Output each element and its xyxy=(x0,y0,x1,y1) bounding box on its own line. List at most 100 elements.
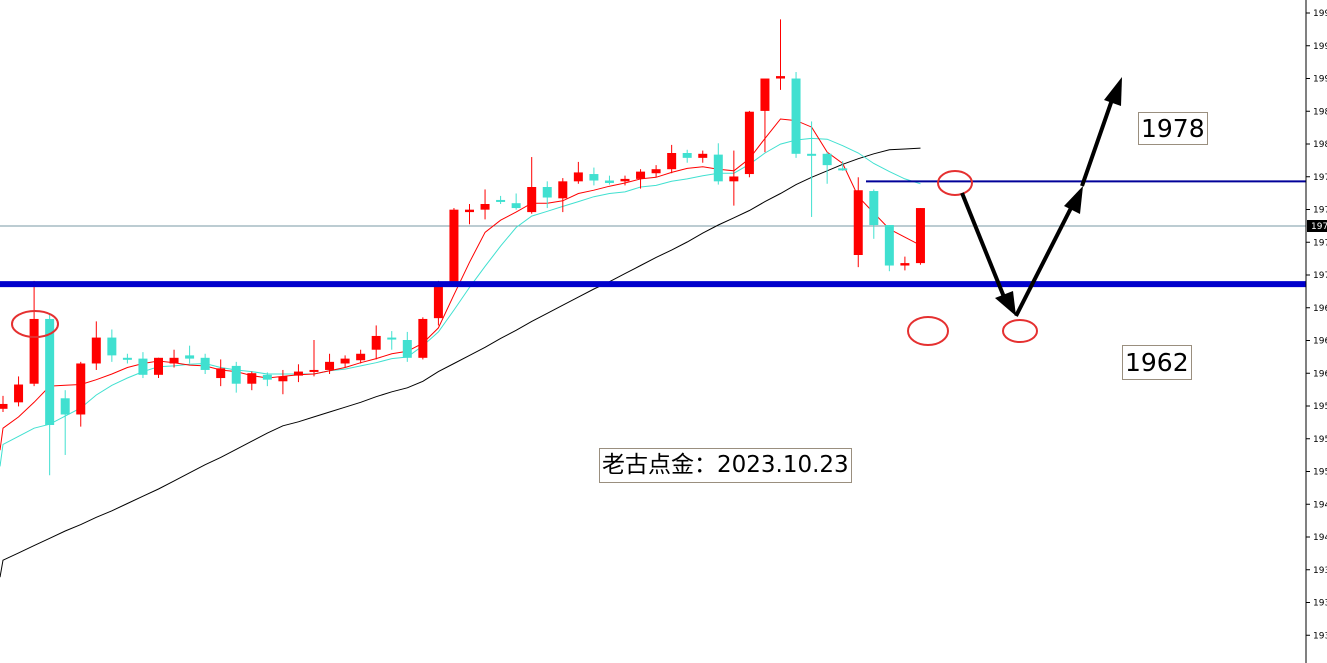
candle-body xyxy=(262,374,272,380)
candle-body xyxy=(0,403,8,409)
candle-body xyxy=(869,191,879,226)
candle-body xyxy=(371,335,381,350)
candle-body xyxy=(231,365,241,384)
candle-body xyxy=(449,209,459,284)
watermark-label: 老古点金：2023.10.23 xyxy=(599,448,852,483)
marker-ellipse xyxy=(1002,319,1038,343)
candle-body xyxy=(760,78,770,111)
candle-body xyxy=(791,78,801,154)
candle-body xyxy=(667,153,677,170)
y-tick-label: 197 xyxy=(1313,173,1327,183)
candle-body xyxy=(729,176,739,182)
candle-body xyxy=(29,318,39,384)
y-axis: 199 199 199 198 198 197 197 197 197 196 196 196 195 1… xyxy=(1305,0,1327,663)
y-tick-label: 199 xyxy=(1313,42,1327,52)
candle-body xyxy=(185,355,195,359)
target-low-label: 1962 xyxy=(1122,345,1192,380)
candle-body xyxy=(651,169,661,174)
target-high-label: 1978 xyxy=(1138,112,1208,145)
forecast-arrows xyxy=(960,77,1122,317)
candle-body xyxy=(293,371,303,376)
markers xyxy=(11,170,1038,346)
candle-body xyxy=(713,154,723,182)
y-tick-label: 193 xyxy=(1313,599,1327,609)
y-tick-label: 197 xyxy=(1313,206,1327,216)
candle-body xyxy=(247,373,257,384)
candle-body xyxy=(309,369,319,372)
candle-body xyxy=(604,180,614,183)
arrow-up-head xyxy=(1064,186,1083,214)
candle-body xyxy=(838,168,848,171)
marker-ellipse xyxy=(11,310,59,338)
ma-long-line xyxy=(0,147,921,578)
candle-body xyxy=(807,153,817,156)
candle-body xyxy=(527,187,537,213)
candle-body xyxy=(387,337,397,340)
arrow-down-line xyxy=(960,192,1006,298)
candle-body xyxy=(822,153,832,166)
y-tick-label: 197 xyxy=(1313,271,1327,281)
candle-body xyxy=(620,178,630,182)
candle-body xyxy=(682,153,692,158)
candle-body xyxy=(433,283,443,319)
candle-body xyxy=(325,361,335,370)
candle-body xyxy=(76,363,86,415)
y-tick-label: 198 xyxy=(1313,107,1327,117)
current-price-label: 197 xyxy=(1311,222,1327,232)
y-tick-label: 194 xyxy=(1313,533,1327,543)
ma-slow-line xyxy=(0,137,921,467)
y-tick-label: 195 xyxy=(1313,402,1327,412)
y-tick-label: 193 xyxy=(1313,631,1327,641)
y-tick-label: 196 xyxy=(1313,304,1327,314)
candle-body xyxy=(480,204,490,210)
candle-body xyxy=(511,203,521,209)
candle-body xyxy=(542,187,552,198)
y-tick-label: 195 xyxy=(1313,468,1327,478)
candle-body xyxy=(402,340,412,358)
candle-body xyxy=(636,171,646,179)
candle-body xyxy=(45,318,55,425)
candle-body xyxy=(340,358,350,364)
candle-body xyxy=(884,225,894,266)
candle-body xyxy=(91,337,101,364)
marker-ellipse xyxy=(907,316,949,346)
candle-body xyxy=(496,199,506,202)
candle-body xyxy=(900,263,910,266)
marker-ellipse xyxy=(937,170,973,196)
candles xyxy=(0,19,925,476)
candle-body xyxy=(138,358,148,375)
candle-body xyxy=(744,111,754,175)
candle-body xyxy=(14,384,24,403)
candle-body xyxy=(154,357,163,375)
y-tick-label: 196 xyxy=(1313,337,1327,347)
y-tick-label: 194 xyxy=(1313,500,1327,510)
y-tick-label: 193 xyxy=(1313,566,1327,576)
candle-body xyxy=(853,190,863,255)
arrow-up-head xyxy=(1104,77,1122,106)
candle-body xyxy=(465,209,474,213)
current-price-tag xyxy=(1307,220,1327,232)
candle-body xyxy=(698,153,708,158)
candle-body xyxy=(60,398,70,415)
arrow-up-line xyxy=(1080,96,1115,187)
y-tick-label: 197 xyxy=(1313,238,1327,248)
candle-body xyxy=(169,357,179,364)
candle-body xyxy=(589,174,599,181)
candle-body xyxy=(558,181,568,199)
y-tick-label: 199 xyxy=(1313,75,1327,85)
candle-body xyxy=(278,376,288,382)
y-tick-label: 198 xyxy=(1313,140,1327,150)
candle-body xyxy=(418,318,428,358)
candle-body xyxy=(107,337,117,356)
candle-body xyxy=(200,357,210,370)
candle-body xyxy=(573,172,583,182)
y-tick-label: 196 xyxy=(1313,369,1327,379)
candle-body xyxy=(776,76,785,79)
candle-body xyxy=(122,357,132,360)
arrow-down-head xyxy=(995,291,1016,316)
candle-body xyxy=(915,208,925,264)
candle-body xyxy=(216,368,226,379)
candle-body xyxy=(356,353,366,361)
moving-averages xyxy=(0,118,921,578)
